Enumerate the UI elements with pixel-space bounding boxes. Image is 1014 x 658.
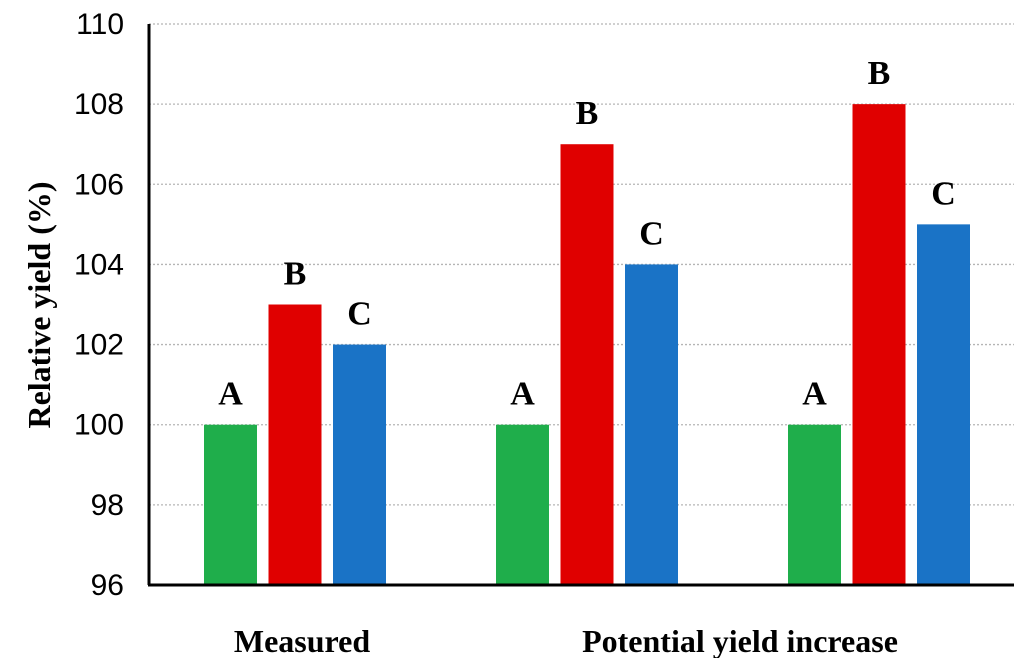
- bar: [333, 344, 386, 585]
- bar: [268, 304, 322, 585]
- bar: [496, 424, 549, 585]
- y-tick-labels: 96 98 100 102 104 106 108 110: [74, 8, 124, 602]
- bar: [852, 104, 906, 586]
- y-tick-label: 98: [91, 489, 124, 522]
- bar: [204, 424, 257, 585]
- bar-data-label: B: [284, 256, 307, 293]
- x-category-label: Measured: [234, 623, 370, 658]
- bar-data-label: C: [347, 296, 372, 333]
- y-tick-label: 106: [74, 168, 124, 201]
- y-tick-label: 110: [76, 8, 124, 41]
- bar: [917, 224, 970, 585]
- y-tick-label: 108: [74, 88, 124, 121]
- bar-data-label: B: [576, 95, 599, 132]
- bar-data-label: A: [802, 376, 827, 413]
- bar-data-label: C: [639, 215, 664, 252]
- bar-labels: A A A B B B C C C: [218, 55, 956, 413]
- bar-data-label: A: [510, 376, 535, 413]
- y-tick-label: 104: [74, 248, 124, 281]
- bar: [625, 264, 678, 585]
- bar-data-label: C: [931, 175, 956, 212]
- y-tick-label: 96: [91, 569, 124, 602]
- y-tick-label: 100: [74, 409, 124, 442]
- category-labels: Measured Potential yield increase: [234, 623, 898, 658]
- bar: [560, 144, 614, 585]
- y-axis-title: Relative yield (%): [21, 181, 57, 428]
- x-category-label: Potential yield increase: [582, 623, 898, 658]
- y-tick-label: 102: [74, 329, 124, 362]
- bar: [788, 424, 841, 585]
- bar-data-label: A: [218, 376, 243, 413]
- bar-data-label: B: [868, 55, 891, 92]
- bars: [204, 104, 970, 586]
